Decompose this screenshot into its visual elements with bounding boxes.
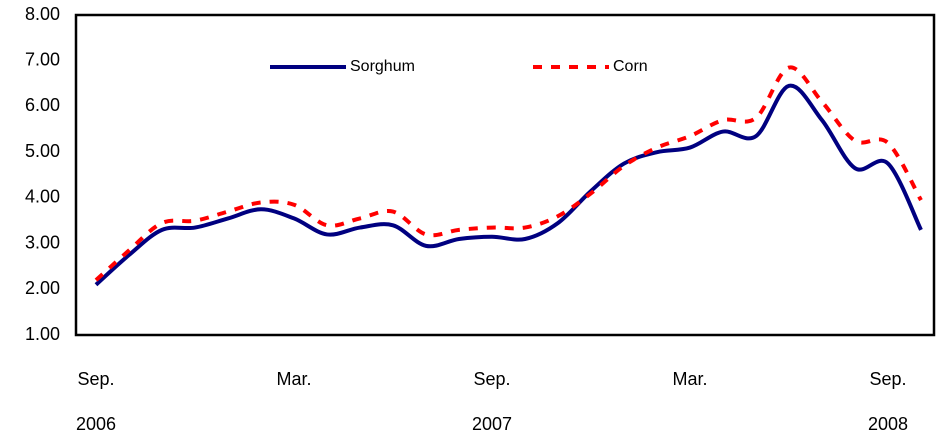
y-tick-label: 2.00: [25, 278, 60, 298]
x-tick-label: Mar.: [276, 369, 311, 389]
x-tick-label: Sep.: [869, 369, 906, 389]
y-tick-label: 3.00: [25, 232, 60, 252]
y-tick-label: 7.00: [25, 49, 60, 69]
series-line: [94, 83, 923, 287]
legend-label: Corn: [613, 58, 648, 75]
legend-label: Sorghum: [350, 58, 415, 75]
x-tick-label: Sep.: [77, 369, 114, 389]
plot-frame: [74, 13, 936, 337]
x-year-label: 2007: [472, 414, 512, 434]
y-tick-label: 8.00: [25, 4, 60, 24]
x-tick-label: Mar.: [672, 369, 707, 389]
x-year-label: 2008: [868, 414, 908, 434]
x-year-label: 2006: [76, 414, 116, 434]
y-tick-label: 4.00: [25, 187, 60, 207]
y-tick-label: 6.00: [25, 95, 60, 115]
x-tick-label: Sep.: [473, 369, 510, 389]
y-tick-label: 5.00: [25, 141, 60, 161]
series-line: [94, 65, 923, 282]
y-tick-label: 1.00: [25, 324, 60, 344]
